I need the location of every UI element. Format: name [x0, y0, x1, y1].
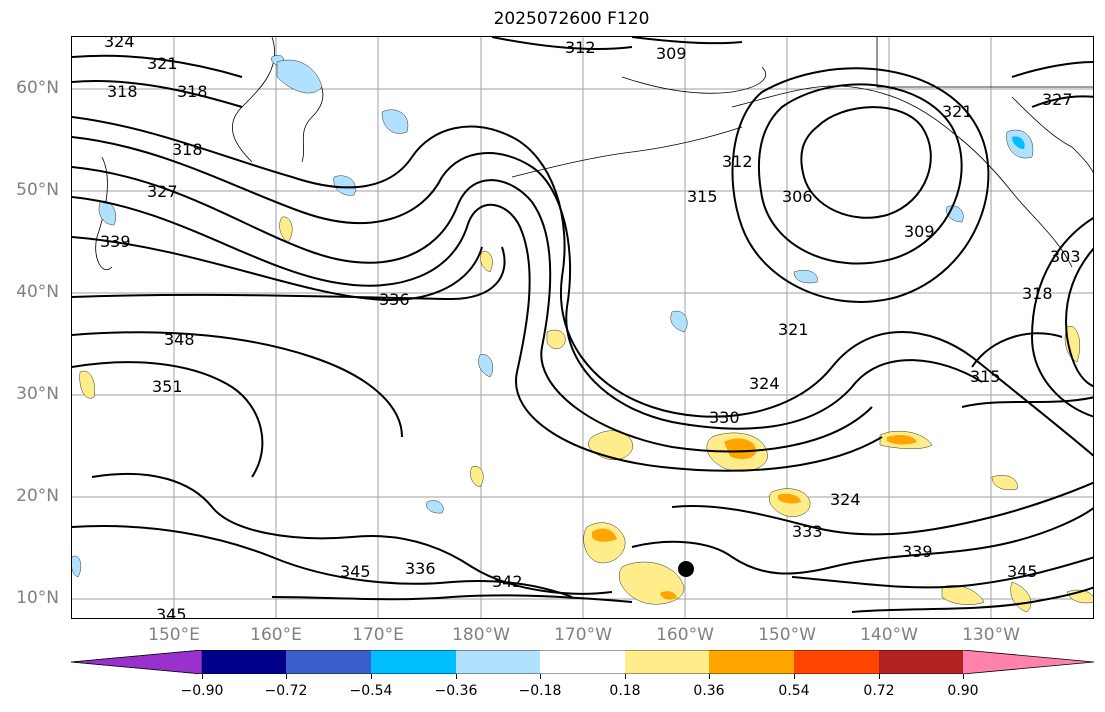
colorbar-segment [202, 650, 286, 674]
map-title: 2025072600 F120 [493, 9, 650, 29]
colorbar-tick [794, 674, 795, 679]
colorbar-tick-label: 0.90 [947, 683, 979, 699]
contour-label: 315 [970, 367, 1001, 386]
colorbar-tick-label: −0.54 [349, 683, 393, 699]
shaded-anomalies [72, 55, 1093, 613]
colorbar-tick [456, 674, 457, 679]
contour-label: 321 [147, 54, 178, 73]
colorbar-segment [286, 650, 371, 674]
colorbar-tick [371, 674, 372, 679]
lat-label-20n: 20°N [16, 486, 59, 506]
contour-label: 315 [687, 187, 718, 206]
lon-label-150e: 150°E [148, 625, 200, 645]
colorbar-tick-label: −0.72 [264, 683, 308, 699]
colorbar-tick-label: 0.72 [863, 683, 895, 699]
colorbar-segment [709, 650, 794, 674]
lon-label-180w: 180°W [452, 625, 510, 645]
contour-label: 312 [565, 38, 596, 57]
colorbar-tick [879, 674, 880, 679]
colorbar-tick-label: 0.54 [778, 683, 810, 699]
contour-label: 330 [709, 408, 740, 427]
contour-label: 336 [405, 559, 436, 578]
map-panel[interactable]: 324 321 318 318 318 327 339 312 309 312 … [71, 36, 1094, 619]
contour-label: 309 [656, 44, 687, 63]
contour-label: 321 [942, 102, 973, 121]
contour-label: 318 [1022, 284, 1053, 303]
contour-label: 345 [1007, 562, 1038, 581]
contour-label-group: 324 321 318 318 318 327 339 312 309 312 … [100, 37, 1081, 619]
contour-label: 312 [722, 152, 753, 171]
contour-label: 351 [152, 377, 183, 396]
contour-label: 324 [830, 490, 861, 509]
contour-map: 324 321 318 318 318 327 339 312 309 312 … [72, 37, 1093, 619]
contour-label: 306 [782, 187, 813, 206]
lat-label-50n: 50°N [16, 180, 59, 200]
lon-label-130w: 130°W [962, 625, 1020, 645]
contour-label: 342 [492, 572, 523, 591]
lon-label-150w: 150°W [758, 625, 816, 645]
colorbar-tick [286, 674, 287, 679]
colorbar-tick-label: −0.90 [180, 683, 224, 699]
contour-label: 318 [177, 82, 208, 101]
contour-label: 345 [156, 605, 187, 619]
contour-label: 324 [104, 37, 135, 51]
coastlines [95, 37, 1093, 270]
colorbar-segment [879, 650, 963, 674]
contour-lines [72, 37, 1093, 613]
lon-label-170w: 170°W [554, 625, 612, 645]
lon-label-160w: 160°W [656, 625, 714, 645]
lat-label-60n: 60°N [16, 78, 59, 98]
contour-label: 309 [904, 222, 935, 241]
contour-label: 348 [164, 330, 195, 349]
colorbar-tick-label: 0.18 [609, 683, 641, 699]
colorbar-tick [202, 674, 203, 679]
contour-label: 336 [379, 290, 410, 309]
contour-label: 345 [340, 562, 371, 581]
contour-label: 324 [749, 374, 780, 393]
contour-label: 321 [778, 320, 809, 339]
colorbar-segment [371, 650, 456, 674]
colorbar-tick-label: 0.36 [693, 683, 725, 699]
contour-label: 318 [107, 82, 138, 101]
contour-label: 333 [792, 522, 823, 541]
colorbar-segment [625, 650, 709, 674]
lon-label-160e: 160°E [250, 625, 302, 645]
contour-label: 339 [100, 232, 131, 251]
colorbar-tick [963, 674, 964, 679]
colorbar-tick [625, 674, 626, 679]
storm-center-dot[interactable] [678, 561, 694, 577]
colorbar-segment [540, 650, 625, 674]
colorbar-segment [71, 650, 203, 674]
colorbar-segment [794, 650, 879, 674]
colorbar-segment [456, 650, 540, 674]
contour-label: 339 [902, 542, 933, 561]
colorbar-tick-label: −0.36 [434, 683, 478, 699]
lat-label-10n: 10°N [16, 588, 59, 608]
colorbar-tick [709, 674, 710, 679]
colorbar-tick-label: −0.18 [518, 683, 562, 699]
colorbar [71, 650, 1094, 674]
colorbar-segment [963, 650, 1094, 674]
contour-label: 318 [172, 140, 203, 159]
contour-label: 303 [1050, 247, 1081, 266]
lon-label-140w: 140°W [860, 625, 918, 645]
colorbar-tick [540, 674, 541, 679]
lon-label-170e: 170°E [352, 625, 404, 645]
contour-label: 327 [147, 182, 178, 201]
gridlines [72, 37, 1093, 618]
lat-label-30n: 30°N [16, 384, 59, 404]
lat-label-40n: 40°N [16, 282, 59, 302]
contour-label: 327 [1042, 90, 1073, 109]
